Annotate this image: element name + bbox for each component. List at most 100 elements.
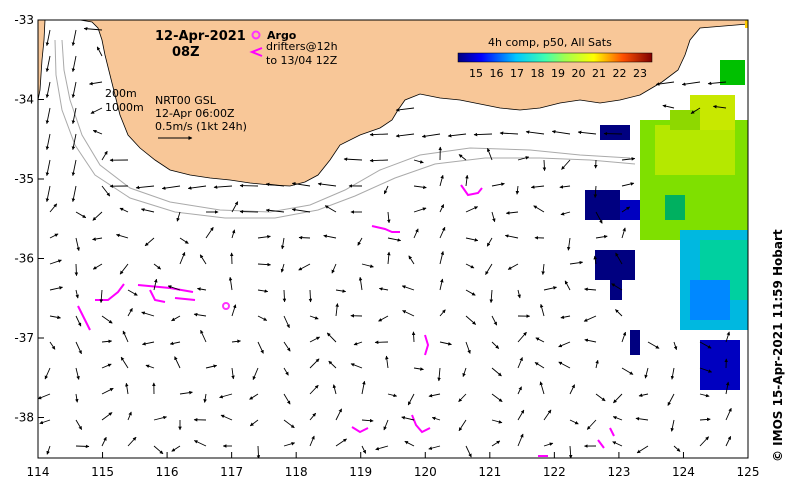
current-arrow (75, 393, 79, 403)
current-arrow (101, 339, 113, 344)
current-arrow (569, 419, 579, 425)
current-arrow (265, 208, 285, 213)
current-arrow (49, 233, 59, 239)
lat-tick-label: -35 (14, 172, 34, 186)
current-arrow (491, 393, 503, 402)
current-arrow (75, 237, 80, 252)
current-arrow (213, 185, 233, 189)
current-arrow (439, 309, 446, 317)
current-arrow (515, 185, 520, 195)
current-arrow (725, 331, 731, 343)
current-arrow (583, 315, 597, 322)
current-arrow (252, 367, 259, 381)
current-arrow (153, 415, 167, 421)
current-arrow (437, 367, 441, 382)
current-arrow (331, 263, 337, 274)
current-arrow (75, 367, 80, 380)
current-arrow (257, 341, 264, 354)
current-arrow (193, 312, 207, 317)
current-arrow (428, 445, 441, 450)
lat-tick-label: -36 (14, 252, 34, 266)
current-arrow (153, 445, 164, 455)
current-arrow (491, 341, 500, 349)
current-arrow (257, 262, 271, 267)
current-arrow (465, 289, 476, 296)
current-arrow (231, 304, 237, 317)
current-arrow (577, 130, 597, 135)
current-arrow (101, 387, 114, 395)
current-arrow (49, 259, 62, 265)
colorbar-tick-label: 18 (531, 67, 545, 80)
current-arrow (543, 286, 557, 291)
current-arrow (385, 355, 389, 369)
current-arrow (46, 445, 51, 455)
lon-tick-label: 116 (156, 465, 179, 479)
current-arrow (203, 393, 207, 403)
current-arrow (386, 211, 391, 224)
current-arrow (38, 393, 51, 400)
current-arrow (308, 289, 313, 303)
current-arrow (439, 251, 445, 265)
current-arrow (566, 237, 571, 251)
lat-tick-label: -33 (14, 13, 34, 27)
current-arrow (75, 341, 82, 355)
current-arrow (332, 384, 337, 395)
current-arrow (171, 445, 181, 452)
lon-tick-label: 120 (414, 465, 437, 479)
current-arrow (584, 338, 597, 343)
colorbar-tick-label: 15 (469, 67, 483, 80)
current-arrow (119, 263, 129, 275)
current-arrow (621, 227, 626, 239)
current-arrow (699, 436, 710, 447)
plot-frame (37, 19, 749, 459)
current-arrow (560, 315, 571, 319)
current-arrow (387, 251, 391, 265)
current-arrow (534, 362, 545, 369)
current-arrow (473, 132, 493, 137)
current-arrow (228, 276, 233, 291)
current-arrow (560, 211, 571, 216)
lat-tick-label: -37 (14, 331, 34, 345)
colorbar-ticks: 15 16 17 18 19 20 21 22 23 (469, 67, 647, 80)
lon-tick-label: 117 (220, 465, 243, 479)
current-arrow (439, 278, 444, 291)
current-arrow (486, 237, 493, 247)
scale-label: 0.5m/s (1kt 24h) (155, 120, 247, 133)
current-arrow (612, 441, 623, 447)
longitude-axis: 114 115 116 117 118 119 120 121 122 123 124 125 (27, 452, 759, 479)
current-arrow (357, 237, 363, 246)
credit-text: © IMOS 15-Apr-2021 11:59 Hobart (771, 229, 785, 462)
current-arrow (101, 412, 113, 421)
current-arrow (45, 29, 51, 47)
current-arrow (231, 339, 241, 344)
current-arrow (353, 341, 363, 346)
current-arrow (636, 445, 649, 454)
current-arrow (92, 211, 103, 221)
colorbar-tick-label: 16 (490, 67, 504, 80)
current-arrow (127, 411, 132, 421)
current-arrow (558, 341, 571, 348)
current-arrow (439, 226, 446, 239)
current-arrow (491, 315, 498, 326)
current-arrow (699, 393, 710, 398)
colorbar-title: 4h comp, p50, All Sats (488, 36, 612, 49)
current-arrow (153, 278, 158, 291)
current-arrow (283, 419, 295, 429)
current-arrow (153, 263, 161, 270)
current-source: NRT00 GSL (155, 94, 217, 107)
current-arrow (507, 263, 519, 270)
current-arrow (402, 310, 415, 317)
current-arrow (517, 156, 530, 161)
current-arrow (45, 185, 51, 203)
current-arrow (621, 367, 634, 375)
current-arrow (205, 227, 214, 239)
current-arrow (439, 341, 452, 346)
current-arrow (75, 315, 82, 327)
current-arrow (83, 26, 103, 31)
current-arrow (200, 329, 207, 343)
current-arrow (593, 185, 598, 198)
current-arrow (361, 263, 374, 268)
current-arrow (75, 444, 90, 449)
current-arrow (350, 363, 363, 369)
lon-tick-label: 115 (91, 465, 114, 479)
